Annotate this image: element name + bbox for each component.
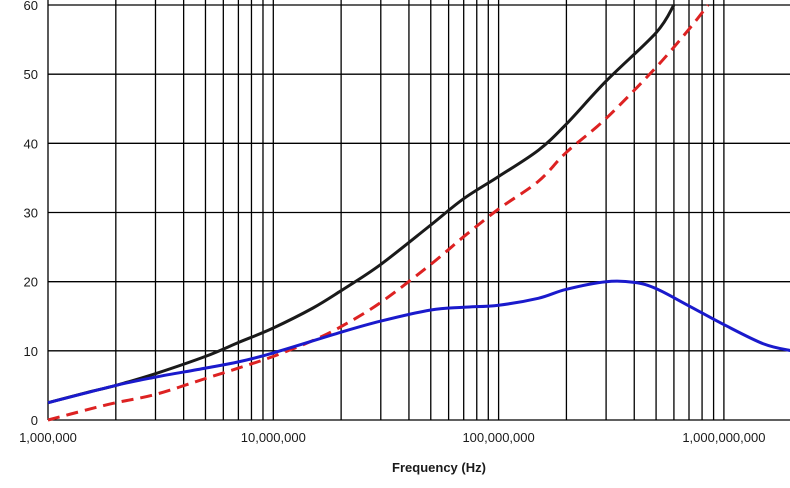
y-tick-label: 60 bbox=[24, 0, 38, 13]
y-tick-label: 40 bbox=[24, 136, 38, 151]
series-line-red-dashed bbox=[47, 4, 710, 422]
series-line-blue bbox=[47, 279, 790, 405]
grid bbox=[47, 0, 790, 421]
y-tick-label: 20 bbox=[24, 275, 38, 290]
x-tick-label: 10,000,000 bbox=[241, 430, 306, 445]
x-tick-label: 100,000,000 bbox=[462, 430, 534, 445]
series-line-black bbox=[47, 4, 676, 405]
x-axis-title: Frequency (Hz) bbox=[392, 460, 486, 475]
series-lines bbox=[47, 4, 790, 422]
x-tick-label: 1,000,000,000 bbox=[682, 430, 765, 445]
y-tick-label: 0 bbox=[31, 413, 38, 428]
y-tick-label: 30 bbox=[24, 206, 38, 221]
x-tick-label: 1,000,000 bbox=[19, 430, 77, 445]
y-tick-label: 10 bbox=[24, 344, 38, 359]
tick-labels: 0 10 20 30 40 50 60 1,000,000 10,000,000 100,000,… bbox=[19, 0, 765, 445]
y-tick-label: 50 bbox=[24, 67, 38, 82]
